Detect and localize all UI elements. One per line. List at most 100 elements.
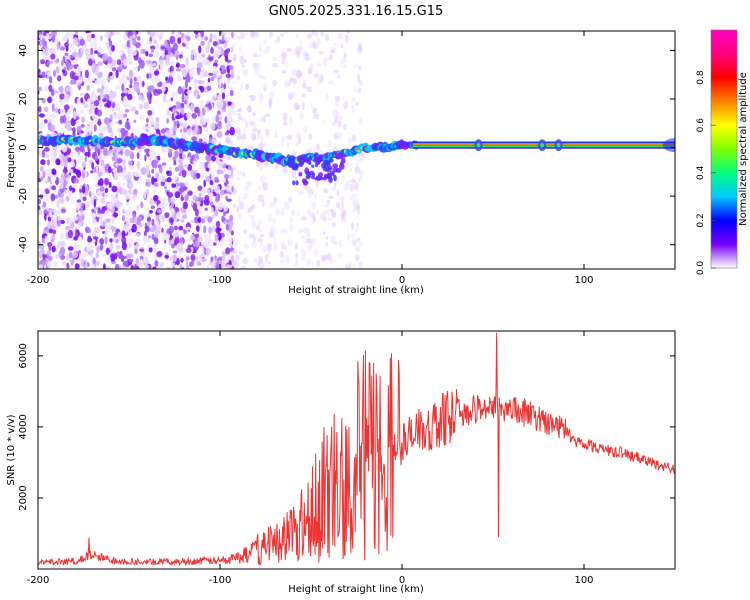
spectrogram-cell <box>203 225 207 234</box>
spectrogram-cell <box>88 159 93 165</box>
spectrogram-cell <box>51 234 56 240</box>
spectrogram-cell <box>96 88 103 93</box>
spectrogram-cell <box>181 153 187 160</box>
snr-y-tick-label: 6000 <box>18 343 29 368</box>
spectrogram-cell <box>125 31 128 36</box>
spectrogram-cell <box>108 161 112 168</box>
spectrogram-cell <box>321 256 326 262</box>
spectrogram-cell <box>200 31 204 38</box>
spectrogram-cell <box>252 120 257 128</box>
spectrogram-cell <box>338 207 343 211</box>
spectrogram-cell <box>72 110 77 120</box>
spectrogram-cell <box>207 216 213 223</box>
spectrogram-cell <box>42 253 46 261</box>
spectrogram-cell <box>96 245 100 254</box>
spectrogram-cell <box>61 145 68 153</box>
spectrogram-cell <box>324 33 330 41</box>
spectrogram-cell <box>169 225 174 234</box>
spectrogram-cell <box>227 220 234 228</box>
spectrogram-cell <box>242 64 245 68</box>
spectrogram-cell <box>118 255 121 259</box>
spectrogram-y-tick-label: 0 <box>18 144 29 150</box>
spectrogram-cell <box>181 191 188 196</box>
spectrogram-cell <box>210 76 215 81</box>
spectrogram-cell <box>184 88 189 96</box>
spectrogram-cell <box>91 218 97 226</box>
spectrogram-cell <box>222 34 225 41</box>
spectrogram-cell <box>172 107 178 115</box>
spectrogram-cell <box>203 179 206 188</box>
spectrogram-cell <box>113 232 119 237</box>
spectrogram-y-tick-label: -20 <box>18 188 29 204</box>
spectrogram-cell <box>125 174 129 180</box>
spectrogram-cell <box>267 214 273 223</box>
spectrogram-cell <box>128 217 135 224</box>
spectrogram-cell <box>148 53 154 58</box>
spectrogram-cell <box>84 69 89 79</box>
spectrogram-cell <box>304 238 308 246</box>
spectrogram-cell <box>91 208 95 213</box>
spectrogram-cell <box>122 182 126 186</box>
spectrogram-cell <box>343 52 347 59</box>
spectrogram-cell <box>58 178 62 184</box>
spectrogram-cell <box>228 86 234 90</box>
spectrogram-cell <box>121 83 125 92</box>
spectrogram-cell <box>38 60 41 65</box>
spectrogram-cell <box>341 200 344 209</box>
spectrogram-cell <box>127 253 134 258</box>
spectrogram-cell <box>227 254 232 260</box>
spectrogram-cell <box>134 171 140 178</box>
spectrogram-cell <box>111 101 116 109</box>
spectrogram-cell <box>312 107 317 114</box>
spectrogram-cell <box>358 65 362 70</box>
spectrogram-cell <box>51 185 57 191</box>
spectrogram-cell <box>213 34 217 43</box>
spectrogram-cell <box>121 241 127 251</box>
spectrogram-cell <box>121 44 126 49</box>
spectrogram-cell <box>243 192 248 200</box>
spectrogram-cell <box>104 192 109 200</box>
spectrogram-cell <box>214 209 219 217</box>
spectrogram-cell <box>356 237 361 242</box>
spectrogram-cell <box>311 219 314 225</box>
snr-panel: -200 -100 0 100 2000 4000 6000 Height of stra… <box>6 330 676 595</box>
colorbar-tick-label: 0.4 <box>696 165 706 180</box>
spectrogram-cell <box>174 166 179 172</box>
spectrogram-cell <box>180 219 185 223</box>
spectrogram-cell <box>143 191 147 199</box>
spectrogram-cell <box>228 235 232 244</box>
spectrogram-cell <box>333 132 339 140</box>
spectrogram-cell <box>154 231 160 238</box>
spectrogram-cell <box>191 136 198 142</box>
spectrogram-cell <box>191 154 195 161</box>
spectrogram-cell <box>112 169 119 174</box>
spectrogram-cell <box>266 251 271 258</box>
spectrogram-cell <box>225 247 231 255</box>
track-spread <box>339 163 345 170</box>
spectrogram-cell <box>122 98 128 108</box>
spectrogram-cell <box>236 75 241 80</box>
spectrogram-cell <box>38 174 41 178</box>
spectrogram-cell <box>47 255 53 261</box>
spectrogram-cell <box>182 123 187 130</box>
spectrogram-cell <box>51 31 57 38</box>
spectrogram-cell <box>244 185 249 192</box>
spectrogram-y-axis-label: Frequency (Hz) <box>6 112 17 188</box>
spectrogram-cell <box>288 78 293 83</box>
spectrogram-cell <box>263 87 267 92</box>
spectrogram-cell <box>294 242 298 250</box>
spectrogram-cell <box>69 168 74 174</box>
spectrogram-cell <box>59 109 66 114</box>
spectrogram-cell <box>65 87 70 92</box>
spectrogram-cell <box>196 200 201 206</box>
spectrogram-cell <box>161 227 164 234</box>
track-spread <box>318 172 323 178</box>
spectrogram-cell <box>353 198 359 207</box>
spectrogram-cell <box>354 102 360 106</box>
spectrogram-cell <box>111 67 117 72</box>
track-spread <box>295 180 299 186</box>
spectrogram-cell <box>93 116 98 124</box>
spectrogram-cell <box>239 55 245 61</box>
spectrogram-cell <box>121 73 127 80</box>
spectrogram-cell <box>327 139 332 147</box>
